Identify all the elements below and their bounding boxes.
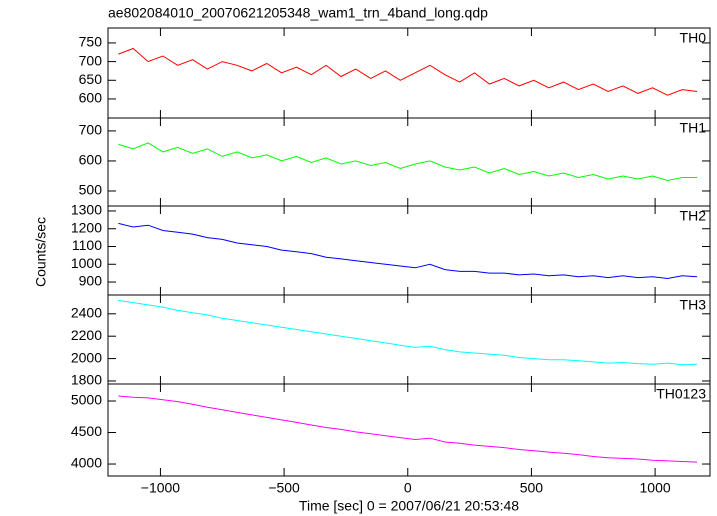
- data-line: [118, 142, 698, 182]
- y-tick-label: 2000: [71, 349, 102, 365]
- y-tick-label: 500: [79, 182, 103, 198]
- y-tick-label: 600: [79, 90, 103, 106]
- x-tick-label: 1000: [640, 480, 671, 496]
- y-tick-label: 1300: [71, 202, 102, 218]
- data-line: [118, 395, 698, 463]
- data-line: [118, 47, 698, 96]
- y-tick-label: 4000: [71, 455, 102, 471]
- y-axis-label: Counts/sec: [33, 217, 49, 287]
- y-tick-label: 600: [79, 152, 103, 168]
- y-tick-label: 750: [79, 34, 103, 50]
- x-tick-label: −1000: [141, 480, 181, 496]
- data-line: [118, 299, 698, 366]
- data-line: [118, 222, 698, 280]
- panel-label: TH1: [680, 120, 707, 136]
- panel-frame: [107, 383, 711, 477]
- y-tick-label: 2200: [71, 327, 102, 343]
- y-tick-label: 700: [79, 52, 103, 68]
- y-tick-label: 1200: [71, 219, 102, 235]
- panel-frame: [107, 205, 711, 296]
- y-tick-label: 1000: [71, 255, 102, 271]
- y-tick-label: 4500: [71, 423, 102, 439]
- y-tick-label: 1800: [71, 372, 102, 388]
- y-tick-label: 700: [79, 122, 103, 138]
- y-tick-label: 2400: [71, 305, 102, 321]
- panel-label: TH0: [680, 30, 707, 46]
- panel-frame: [107, 27, 711, 119]
- y-tick-label: 650: [79, 71, 103, 87]
- y-tick-label: 900: [79, 273, 103, 289]
- panel-label: TH0123: [656, 386, 706, 402]
- chart-title: ae802084010_20070621205348_wam1_trn_4ban…: [108, 5, 488, 21]
- panel-frame: [107, 117, 711, 207]
- x-axis-label: Time [sec] 0 = 2007/06/21 20:53:48: [299, 498, 519, 514]
- panel-label: TH3: [680, 297, 707, 313]
- y-tick-label: 1100: [72, 237, 102, 253]
- x-tick-label: −500: [268, 480, 300, 496]
- x-tick-label: 500: [520, 480, 544, 496]
- x-tick-label: 0: [404, 480, 412, 496]
- panel-label: TH2: [680, 208, 707, 224]
- panel-frame: [107, 294, 711, 385]
- y-tick-label: 5000: [71, 392, 102, 408]
